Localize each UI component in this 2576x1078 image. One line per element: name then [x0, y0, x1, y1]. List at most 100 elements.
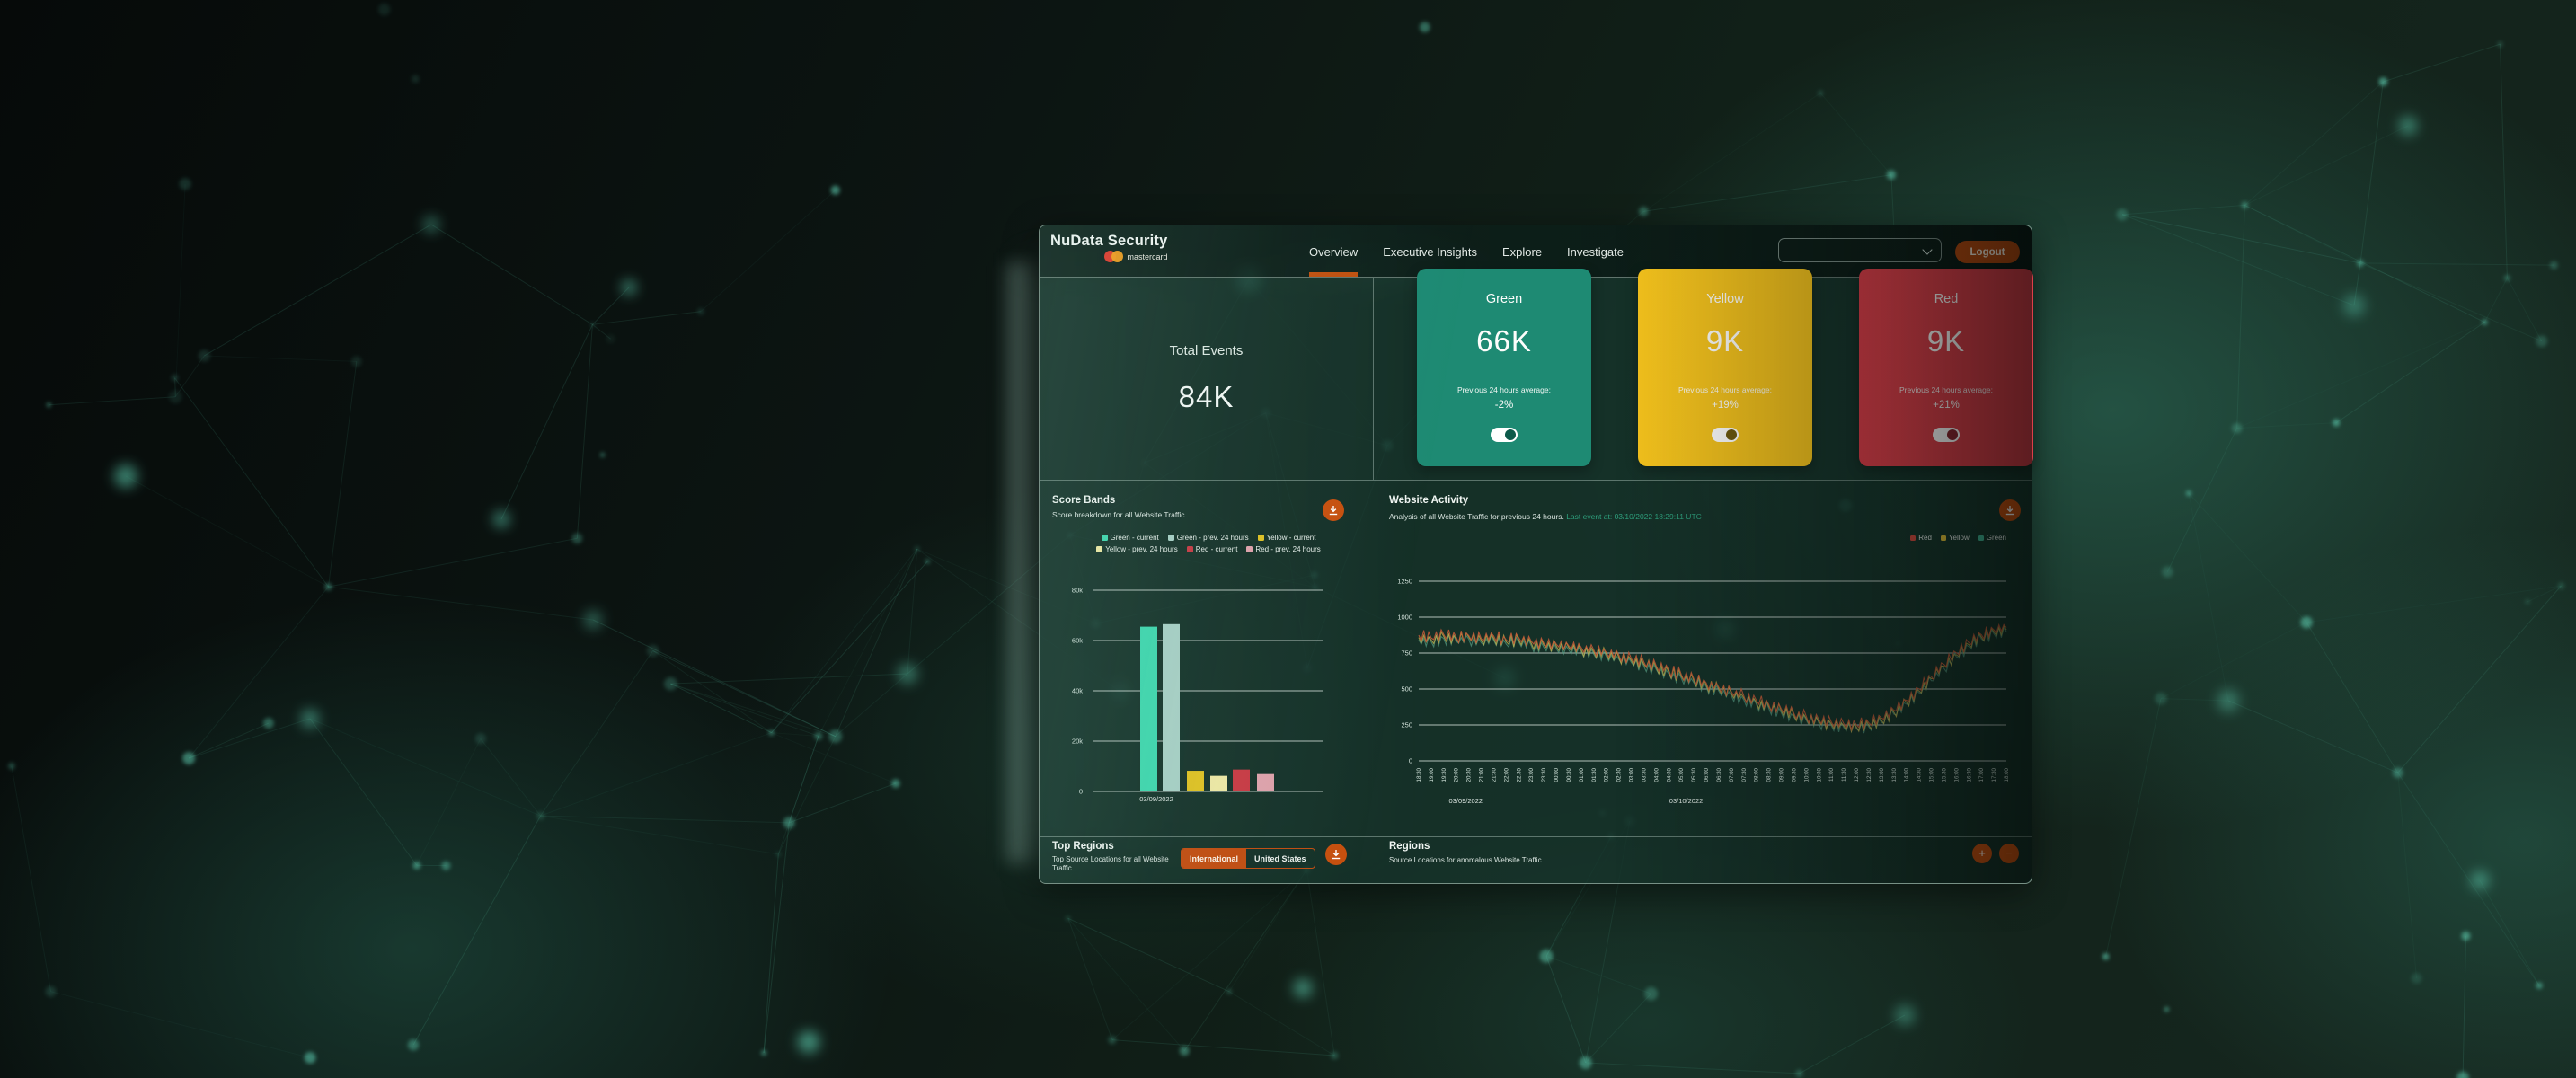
- dashboard-window: NuData Security mastercard Overview Execu…: [1039, 225, 2033, 884]
- x-tick-label: 14:30: [1917, 767, 1923, 782]
- total-events-label: Total Events: [1169, 343, 1244, 358]
- top-regions-subtitle: Top Source Locations for all Website Tra…: [1052, 855, 1169, 872]
- light-smear: [1006, 262, 1030, 862]
- x-tick-label: 22:30: [1516, 767, 1522, 782]
- x-tick-label: 19:30: [1441, 767, 1447, 782]
- map-zoom-in-button[interactable]: +: [1972, 844, 1992, 863]
- x-tick-label: 09:30: [1791, 767, 1797, 782]
- card-subtext: Previous 24 hours average:: [1899, 385, 1993, 394]
- x-category-label: 03/09/2022: [1139, 795, 1173, 803]
- y-tick-label: 60k: [1072, 637, 1083, 645]
- bar-red-prev-24-hours: [1257, 773, 1274, 791]
- x-tick-label: 21:30: [1491, 767, 1497, 782]
- x-tick-label: 11:30: [1841, 767, 1847, 782]
- x-tick-label: 17:00: [1978, 767, 1985, 782]
- y-tick-label: 750: [1401, 649, 1412, 658]
- mastercard-orange-circle-icon: [1111, 251, 1124, 262]
- card-value: 9K: [1705, 324, 1745, 358]
- map-zoom-out-button[interactable]: −: [1999, 844, 2019, 863]
- x-tick-label: 10:00: [1803, 767, 1810, 782]
- card-title: Red: [1934, 292, 1959, 306]
- regions-panel: Regions Source Locations for anomalous W…: [1377, 836, 2032, 882]
- toggle-switch[interactable]: [1712, 428, 1739, 442]
- score-bands-bar-chart: 0 20k 40k 60k 80k 03/09/2022: [1072, 587, 1323, 803]
- x-tick-label: 14:00: [1904, 767, 1910, 782]
- bar-yellow-prev-24-hours: [1210, 775, 1227, 791]
- regions-subtitle: Source Locations for anomalous Website T…: [1389, 856, 1542, 864]
- x-tick-label: 05:30: [1691, 767, 1697, 782]
- filter-select[interactable]: [1778, 238, 1942, 262]
- x-tick-label: 02:00: [1604, 767, 1610, 782]
- card-delta: -2%: [1494, 400, 1514, 411]
- regions-title: Regions: [1389, 841, 1430, 852]
- x-tick-label: 15:00: [1929, 767, 1935, 782]
- toggle-switch[interactable]: [1933, 428, 1960, 442]
- logout-button[interactable]: Logout: [1955, 241, 2020, 263]
- toggle-knob: [1505, 429, 1516, 440]
- x-tick-label: 03:00: [1629, 767, 1635, 782]
- x-tick-label: 17:30: [1991, 767, 1997, 782]
- region-segmented-control: International United States: [1181, 848, 1315, 869]
- x-tick-label: 18:30: [1416, 767, 1422, 782]
- segment-international[interactable]: International: [1182, 849, 1247, 868]
- brand: NuData Security mastercard: [1050, 233, 1167, 262]
- segment-united-states[interactable]: United States: [1254, 853, 1306, 863]
- toggle-switch[interactable]: [1491, 428, 1518, 442]
- nav-item-overview[interactable]: Overview: [1309, 225, 1359, 278]
- x-tick-label: 10:30: [1816, 767, 1822, 782]
- x-tick-label: 06:00: [1704, 767, 1710, 782]
- divider: [1373, 278, 1374, 480]
- x-tick-label: 18:00: [2004, 767, 2010, 782]
- top-regions-title: Top Regions: [1052, 841, 1114, 852]
- y-tick-label: 0: [1079, 788, 1083, 796]
- bar-green-current: [1140, 626, 1157, 791]
- x-tick-label: 13:00: [1879, 767, 1885, 782]
- y-tick-label: 1250: [1397, 578, 1412, 586]
- x-tick-label: 08:00: [1754, 767, 1760, 782]
- y-tick-label: 20k: [1072, 738, 1083, 746]
- toggle-knob: [1726, 429, 1737, 440]
- x-tick-label: 03:30: [1641, 767, 1647, 782]
- plus-icon: +: [1978, 846, 1986, 860]
- score-bands-panel: Score Bands Score breakdown for all Webs…: [1040, 480, 1377, 836]
- bar-green-prev-24-hours: [1163, 623, 1180, 791]
- x-tick-label: 02:30: [1616, 767, 1623, 782]
- x-tick-label: 00:30: [1566, 767, 1572, 782]
- y-tick-label: 250: [1401, 721, 1412, 729]
- mastercard-logo: mastercard: [1050, 251, 1167, 262]
- x-tick-label: 04:30: [1666, 767, 1672, 782]
- x-tick-label: 22:00: [1503, 767, 1509, 782]
- total-events-panel: Total Events 84K: [1040, 278, 1373, 480]
- card-delta: +21%: [1933, 400, 1960, 411]
- stat-card-yellow: Yellow 9K Previous 24 hours average: +19%: [1638, 269, 1812, 466]
- x-tick-label: 23:30: [1541, 767, 1547, 782]
- card-value: 66K: [1476, 324, 1532, 358]
- card-delta: +19%: [1712, 400, 1739, 411]
- app-title: NuData Security: [1050, 233, 1168, 249]
- card-title: Green: [1485, 292, 1523, 306]
- x-tick-label: 07:30: [1741, 767, 1748, 782]
- chevron-down-icon: [1922, 244, 1933, 255]
- x-tick-label: 11:00: [1828, 767, 1835, 782]
- x-tick-label: 07:00: [1729, 767, 1735, 782]
- website-activity-line-chart: 0 250 500 750 1000 1250 18:30 19:00 19:30 20:00 20…: [1397, 578, 2010, 806]
- x-tick-label: 08:30: [1766, 767, 1773, 782]
- x-tick-label: 19:00: [1429, 767, 1435, 782]
- x-tick-label: 15:30: [1941, 767, 1947, 782]
- x-tick-label: 04:00: [1653, 767, 1660, 782]
- x-tick-label: 21:00: [1479, 767, 1485, 782]
- stat-card-green: Green 66K Previous 24 hours average: -2%: [1417, 269, 1591, 466]
- download-icon: [1332, 850, 1341, 860]
- x-tick-label: 20:30: [1466, 767, 1473, 782]
- x-tick-label: 00:00: [1554, 767, 1560, 782]
- x-tick-label: 20:00: [1454, 767, 1460, 782]
- y-tick-label: 40k: [1072, 687, 1083, 695]
- download-button[interactable]: [1325, 844, 1347, 865]
- bar-red-current: [1233, 769, 1250, 791]
- line-series-red: [1418, 623, 2007, 732]
- x-tick-label: 06:30: [1716, 767, 1722, 782]
- mastercard-wordmark: mastercard: [1127, 252, 1168, 261]
- card-title: Yellow: [1706, 292, 1744, 306]
- card-subtext: Previous 24 hours average:: [1678, 385, 1772, 394]
